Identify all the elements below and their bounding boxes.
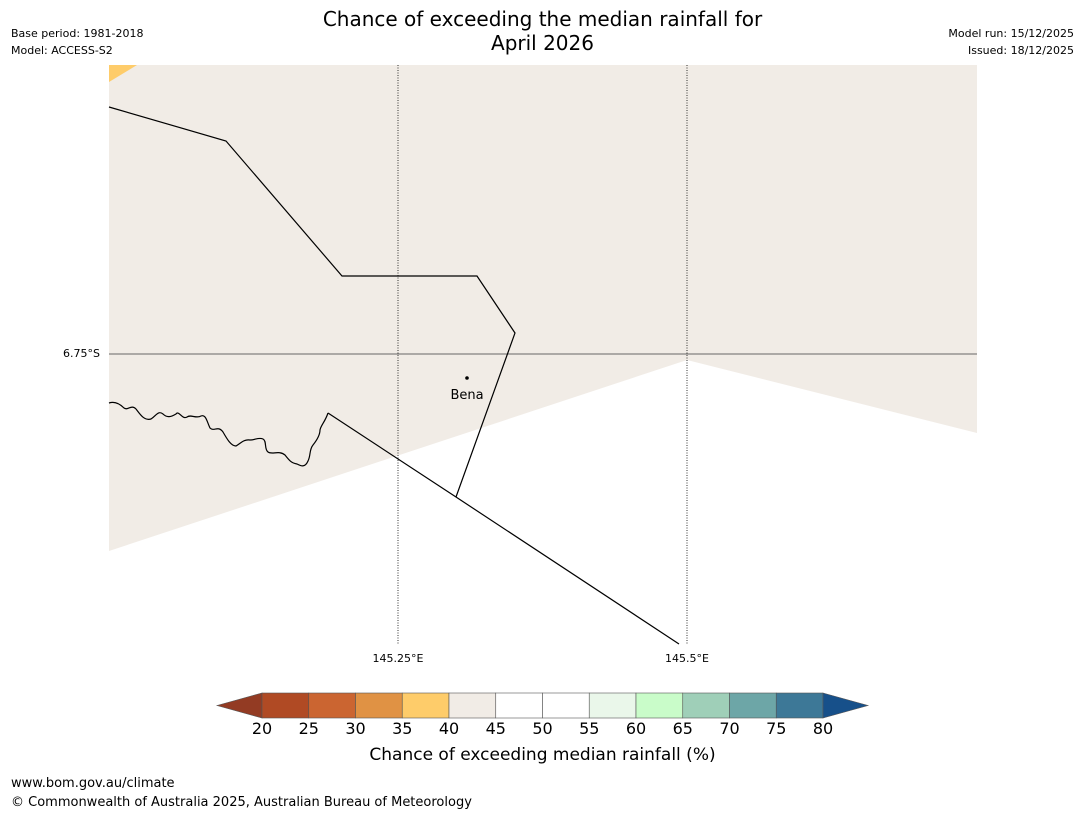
- place-label: Bena: [450, 388, 484, 403]
- title-line-2: April 2026: [491, 31, 594, 55]
- colorbar-segment-35-40: [401, 692, 450, 719]
- colorbar-segment-40-45: [448, 692, 497, 719]
- colorbar-segment-50-55: [542, 692, 590, 719]
- title-line-1: Chance of exceeding the median rainfall …: [322, 7, 763, 31]
- place-marker: [465, 376, 469, 380]
- colorbar-segment-60-65: [635, 692, 684, 719]
- region-40-45: [109, 65, 977, 551]
- colorbar-tick-65: 65: [672, 719, 693, 738]
- colorbar-segment-30-35: [355, 692, 403, 719]
- map-title: Chance of exceeding the median rainfall …: [0, 7, 1085, 55]
- model-run: Model run: 15/12/2025: [948, 27, 1074, 40]
- colorbar-segment-45-50: [495, 692, 543, 719]
- colorbar-segment-25-30: [308, 692, 356, 719]
- colorbar-tick-75: 75: [766, 719, 787, 738]
- colorbar-tick-20: 20: [251, 719, 273, 738]
- river-line: [108, 401, 329, 467]
- colorbar-segment-70-75: [729, 692, 777, 719]
- base-period: Base period: 1981-2018: [11, 27, 144, 40]
- latitude-label: 6.75°S: [63, 347, 100, 360]
- colorbar-over-arrow: [822, 692, 870, 719]
- model-name: Model: ACCESS-S2: [11, 44, 113, 57]
- colorbar-segment-55-60: [588, 692, 637, 719]
- colorbar-segment-65-70: [682, 692, 730, 719]
- region-35-40: [109, 65, 137, 82]
- colorbar-tick-45: 45: [485, 719, 506, 738]
- colorbar-under-arrow: [215, 692, 263, 719]
- colorbar-tick-30: 30: [345, 719, 366, 738]
- issued-date: Issued: 18/12/2025: [967, 44, 1074, 57]
- colorbar-tick-80: 80: [812, 719, 834, 738]
- colorbar-tick-40: 40: [438, 719, 460, 738]
- colorbar-tick-70: 70: [719, 719, 740, 738]
- boundary-line-north: [108, 106, 516, 498]
- colorbar-title: Chance of exceeding median rainfall (%): [369, 745, 716, 765]
- boundary-line-south: [327, 412, 680, 645]
- colorbar-tick-60: 60: [625, 719, 647, 738]
- colorbar-tick-35: 35: [392, 719, 413, 738]
- colorbar-segment-20-25: [261, 692, 310, 719]
- longitude-label-145-25: 145.25°E: [372, 652, 424, 665]
- colorbar-tick-25: 25: [298, 719, 319, 738]
- colorbar-tick-50: 50: [532, 719, 553, 738]
- colorbar: [215, 692, 870, 719]
- colorbar-tick-55: 55: [579, 719, 600, 738]
- footer-copyright: © Commonwealth of Australia 2025, Austra…: [11, 795, 472, 810]
- longitude-label-145-5: 145.5°E: [665, 652, 709, 665]
- footer-url[interactable]: www.bom.gov.au/climate: [11, 776, 175, 791]
- colorbar-segment-75-80: [775, 692, 824, 719]
